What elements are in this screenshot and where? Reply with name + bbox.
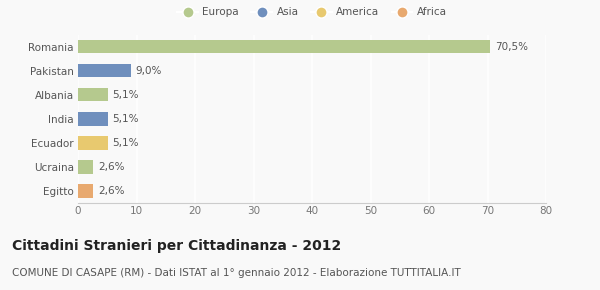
- Text: 70,5%: 70,5%: [495, 42, 528, 52]
- Text: 2,6%: 2,6%: [98, 186, 124, 196]
- Bar: [78, 88, 108, 102]
- Bar: [78, 112, 108, 126]
- Bar: [78, 64, 131, 77]
- Legend: Europa, Asia, America, Africa: Europa, Asia, America, Africa: [173, 3, 451, 21]
- Bar: [78, 184, 93, 197]
- Text: 9,0%: 9,0%: [136, 66, 162, 76]
- Bar: [78, 160, 93, 173]
- Text: 5,1%: 5,1%: [113, 90, 139, 100]
- Text: 5,1%: 5,1%: [113, 114, 139, 124]
- Text: 2,6%: 2,6%: [98, 162, 124, 172]
- Text: Cittadini Stranieri per Cittadinanza - 2012: Cittadini Stranieri per Cittadinanza - 2…: [12, 239, 341, 253]
- Bar: [78, 136, 108, 150]
- Text: 5,1%: 5,1%: [113, 138, 139, 148]
- Bar: [78, 40, 490, 53]
- Text: COMUNE DI CASAPE (RM) - Dati ISTAT al 1° gennaio 2012 - Elaborazione TUTTITALIA.: COMUNE DI CASAPE (RM) - Dati ISTAT al 1°…: [12, 268, 461, 278]
